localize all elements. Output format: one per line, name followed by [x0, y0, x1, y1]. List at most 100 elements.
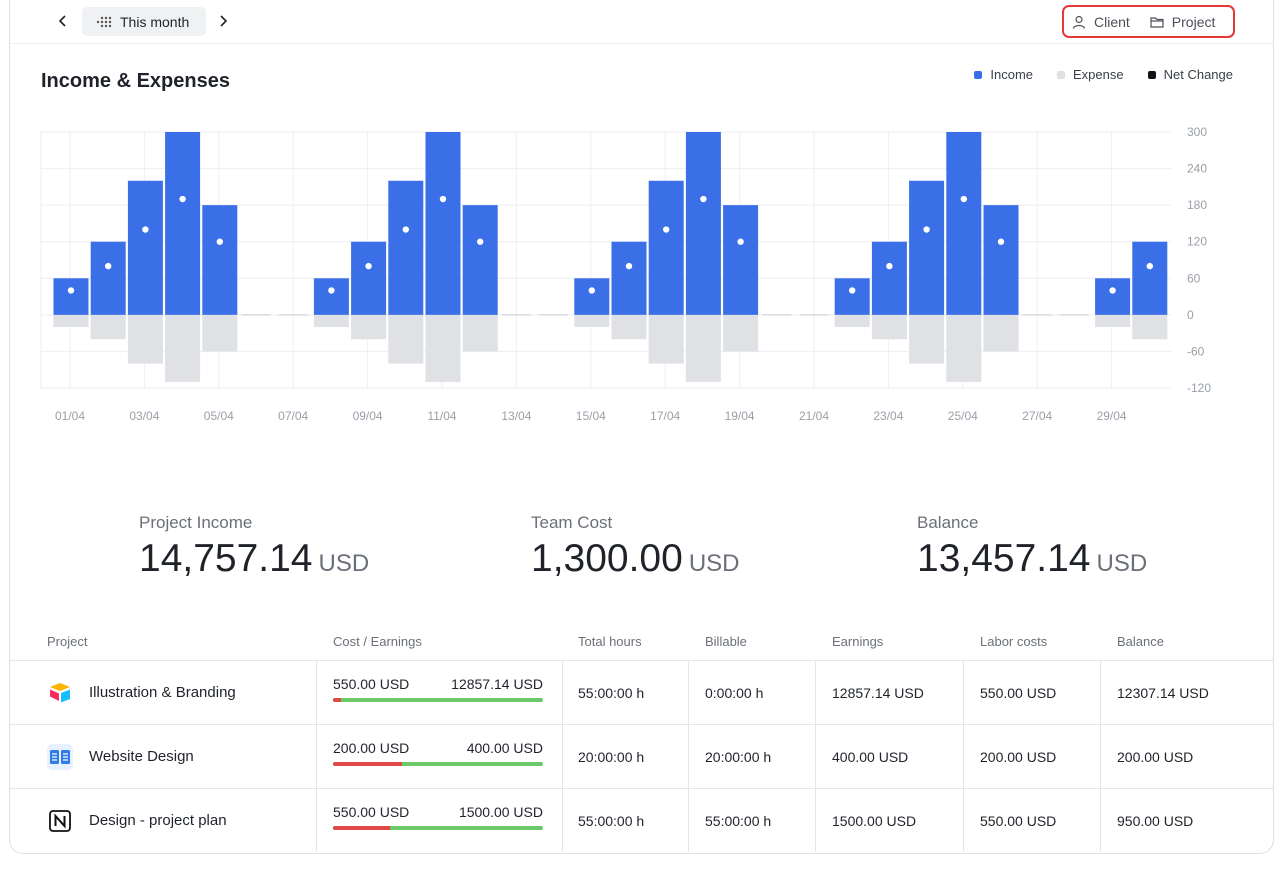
- income-expense-chart: 300 240 180 120 60 0 -60 -120 01/04 03/04 05/04 07/…: [40, 125, 1211, 423]
- column-divider: [688, 725, 689, 788]
- summary-label: Balance: [917, 513, 979, 532]
- legend-item-net-change[interactable]: Net Change: [1147, 67, 1233, 82]
- x-tick-label: 07/04: [278, 409, 308, 423]
- net-change-point: [849, 287, 856, 294]
- income-bar: [834, 278, 870, 315]
- legend-label-expense: Expense: [1073, 67, 1124, 82]
- summary-project-income: Project Income 14,757.14 USD: [139, 513, 369, 581]
- billable-cell: 20:00:00 h: [705, 748, 772, 765]
- reports-window: This month Client Project Income & Expen…: [9, 0, 1274, 854]
- expense-bar: [127, 314, 163, 364]
- header-cost-earnings[interactable]: Cost / Earnings: [333, 634, 422, 649]
- total-hours-cell: 55:00:00 h: [578, 812, 645, 829]
- previous-period-button[interactable]: [52, 9, 74, 33]
- column-divider: [963, 661, 964, 724]
- table-row[interactable]: Website Design 200.00 USD 400.00 USD 20:0…: [10, 724, 1273, 788]
- column-divider: [1100, 789, 1101, 852]
- x-tick-label: 29/04: [1097, 409, 1127, 423]
- income-bar: [574, 278, 610, 315]
- net-change-point: [365, 262, 372, 270]
- summary-team-cost: Team Cost 1,300.00 USD: [531, 513, 739, 581]
- header-billable[interactable]: Billable: [705, 634, 747, 649]
- progress-track: [333, 698, 543, 702]
- net-change-point: [328, 287, 335, 294]
- net-change-point: [477, 238, 484, 245]
- net-change-point: [923, 226, 930, 233]
- grid-dots-icon: [96, 16, 112, 27]
- expense-bar: [388, 314, 424, 364]
- project-filter-button[interactable]: Project: [1150, 13, 1216, 30]
- period-selector[interactable]: This month: [82, 7, 206, 36]
- legend-item-income[interactable]: Income: [974, 67, 1033, 82]
- legend-swatch-expense: [1057, 70, 1066, 79]
- header-total-hours[interactable]: Total hours: [578, 634, 642, 649]
- cost-value: 200.00 USD: [333, 740, 410, 756]
- summary-value: 1,300.00 USD: [531, 537, 739, 581]
- income-bar: [685, 132, 721, 315]
- expense-bar: [685, 314, 721, 382]
- earnings-value: 1500.00 USD: [458, 804, 543, 820]
- x-tick-label: 17/04: [650, 409, 680, 423]
- expense-bar: [723, 314, 759, 352]
- y-tick-label: -120: [1187, 381, 1211, 395]
- summary-label: Project Income: [139, 513, 253, 532]
- column-divider: [815, 725, 816, 788]
- header-project[interactable]: Project: [47, 634, 88, 649]
- net-change-point: [588, 287, 595, 294]
- x-tick-label: 21/04: [799, 409, 829, 423]
- expense-bar: [648, 314, 684, 364]
- project-cell[interactable]: Design - project plan: [47, 789, 227, 852]
- column-divider: [963, 789, 964, 852]
- net-change-point: [142, 226, 149, 233]
- earnings-value: 12857.14 USD: [451, 676, 543, 692]
- expense-bar: [946, 314, 982, 382]
- income-bar: [723, 205, 759, 315]
- chart-title: Income & Expenses: [41, 70, 230, 92]
- summary-unit: USD: [688, 550, 740, 577]
- legend-item-expense[interactable]: Expense: [1057, 67, 1124, 82]
- expense-bar: [1095, 314, 1131, 328]
- legend-swatch-income: [974, 70, 983, 79]
- header-earnings[interactable]: Earnings: [832, 634, 884, 649]
- y-tick-label: 120: [1187, 235, 1207, 249]
- table-row[interactable]: Illustration & Branding 550.00 USD 12857.…: [10, 660, 1273, 724]
- x-tick-label: 05/04: [204, 409, 234, 423]
- project-cell[interactable]: Illustration & Branding: [47, 661, 236, 724]
- net-change-point: [960, 195, 967, 203]
- progress-track: [333, 826, 543, 830]
- earnings-cell: 400.00 USD: [832, 748, 909, 765]
- header-balance[interactable]: Balance: [1117, 634, 1164, 649]
- airtable-logo-icon: [47, 680, 73, 706]
- project-filter-label: Project: [1171, 13, 1216, 30]
- summary-balance: Balance 13,457.14 USD: [917, 513, 1147, 581]
- expense-bar: [871, 314, 907, 340]
- column-divider: [316, 661, 317, 724]
- billable-cell: 0:00:00 h: [705, 684, 764, 701]
- table-row[interactable]: Design - project plan 550.00 USD 1500.00 …: [10, 788, 1273, 852]
- summary-value: 14,757.14 USD: [139, 537, 369, 581]
- column-divider: [1100, 661, 1101, 724]
- client-filter-label: Client: [1094, 13, 1130, 30]
- next-period-button[interactable]: [212, 9, 234, 33]
- header-labor-costs[interactable]: Labor costs: [980, 634, 1048, 649]
- income-bar: [425, 132, 461, 315]
- net-change-point: [1109, 287, 1116, 294]
- expense-bar: [202, 314, 238, 352]
- chevron-right-icon: [220, 15, 228, 27]
- column-divider: [815, 789, 816, 852]
- legend-label-net-change: Net Change: [1163, 67, 1233, 82]
- project-name: Illustration & Branding: [89, 684, 236, 701]
- project-cell[interactable]: Website Design: [47, 725, 194, 788]
- cost-earnings-bar: 550.00 USD 12857.14 USD: [333, 676, 543, 702]
- x-tick-label: 27/04: [1022, 409, 1052, 423]
- net-change-point: [105, 262, 112, 270]
- cost-earnings-bar: 550.00 USD 1500.00 USD: [333, 804, 543, 830]
- expense-bar: [165, 314, 201, 382]
- column-divider: [963, 725, 964, 788]
- summary-amount: 14,757.14: [139, 537, 313, 580]
- y-tick-label: 240: [1187, 162, 1207, 176]
- income-bar: [1095, 278, 1131, 315]
- client-filter-button[interactable]: Client: [1072, 14, 1130, 30]
- x-tick-label: 13/04: [501, 409, 531, 423]
- income-bar: [946, 132, 982, 315]
